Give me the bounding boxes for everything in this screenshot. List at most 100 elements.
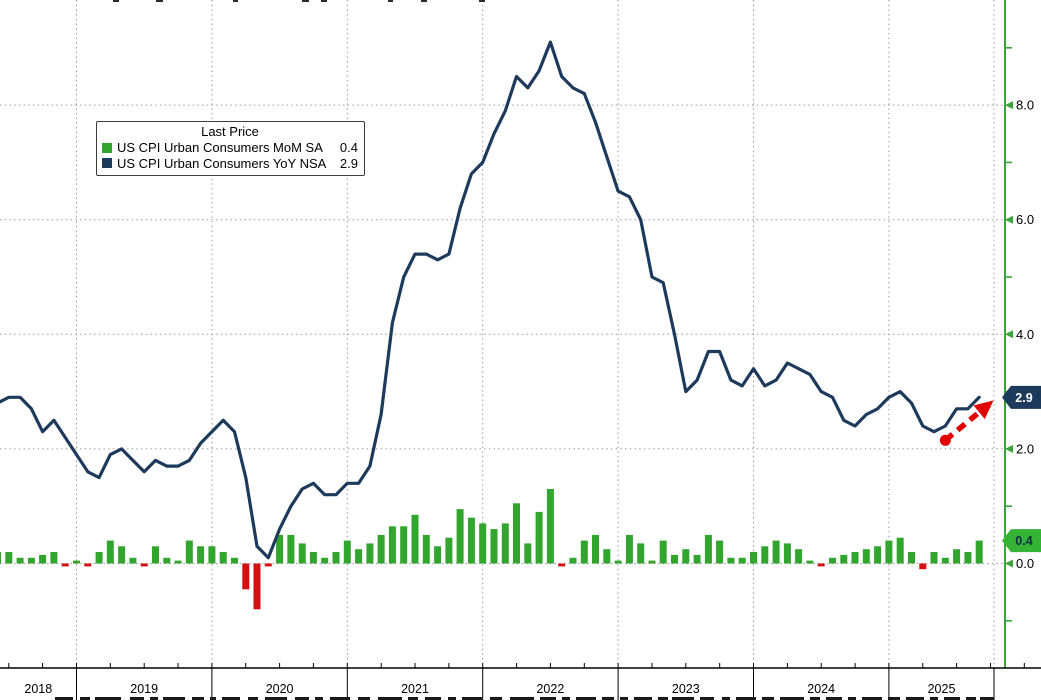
mom-bar [152, 546, 159, 564]
mom-bar [276, 534, 284, 564]
mom-bar [783, 543, 791, 564]
year-label: 2021 [401, 682, 429, 696]
cutoff-text-fragment [378, 697, 402, 700]
mom-bar [129, 557, 137, 564]
mom-bar [106, 540, 114, 564]
mom-bar [388, 526, 396, 564]
mom-bar [422, 534, 430, 564]
yoy-series-swatch-icon [102, 158, 112, 169]
y-major-tick-icon [1005, 330, 1013, 339]
yoy-series-label: US CPI Urban Consumers YoY NSA [117, 155, 327, 171]
mom-bar [919, 563, 927, 570]
cutoff-text-fragment [295, 697, 309, 700]
mom-series-last-price: 0.4 [339, 140, 358, 155]
series-layer [0, 40, 983, 610]
y-major-tick-icon [1005, 101, 1013, 110]
mom-bar [140, 563, 148, 567]
mom-bar [896, 537, 904, 564]
cutoff-text-fragment [156, 0, 163, 2]
price-badge-shape [1002, 385, 1041, 409]
mom-bar [727, 557, 735, 564]
legend: Last Price US CPI Urban Consumers MoM SA… [96, 121, 365, 176]
mom-bar [682, 549, 690, 564]
y-tick-label: 4.0 [1016, 327, 1034, 342]
mom-bar [930, 552, 938, 564]
mom-bar [501, 523, 509, 564]
price-badge-value: 2.9 [1015, 391, 1032, 405]
mom-bar [592, 534, 599, 564]
mom-bar [829, 557, 836, 564]
cutoff-text-fragment [358, 697, 370, 700]
mom-bar [298, 543, 306, 564]
mom-bar [637, 543, 645, 564]
mom-bar [456, 509, 464, 564]
mom-bar [197, 546, 205, 564]
cutoff-text-fragment [479, 0, 485, 2]
mom-bar [535, 511, 543, 564]
mom-bar [366, 543, 374, 564]
year-label: 2023 [672, 682, 700, 696]
mom-bar [953, 549, 961, 564]
cutoff-text-fragment [848, 697, 856, 700]
cutoff-text-fragment [113, 0, 119, 2]
cutoff-text-fragment [95, 697, 121, 700]
cutoff-text-fragment [163, 697, 185, 700]
mom-bar [5, 552, 13, 564]
cutoff-text-fragment [634, 697, 652, 700]
cutoff-text-fragment [248, 697, 258, 700]
mom-bar [885, 540, 893, 564]
cutoff-text-fragment [980, 697, 994, 700]
yoy-price-badge[interactable]: 2.9 [1002, 385, 1041, 409]
mom-bar [964, 552, 972, 564]
mom-bar [546, 489, 554, 564]
mom-bar [16, 557, 24, 564]
mom-bar [264, 563, 272, 567]
yoy-series-last-price: 2.9 [339, 155, 358, 171]
mom-bar [321, 557, 329, 564]
mom-bar [851, 552, 859, 564]
cutoff-text-fragment [55, 697, 73, 700]
mom-bar [716, 540, 724, 564]
cutoff-text-fragment [330, 697, 350, 700]
year-label: 2018 [24, 682, 52, 696]
legend-row-yoy[interactable]: US CPI Urban Consumers YoY NSA 2.9 [102, 156, 358, 172]
mom-bar [50, 552, 58, 564]
mom-bar [772, 540, 780, 564]
cutoff-text-fragment [448, 697, 456, 700]
mom-bar [309, 552, 317, 564]
mom-bar [355, 549, 363, 564]
cutoff-text-fragment [672, 697, 694, 700]
yoy-line [0, 40, 981, 560]
mom-bar [185, 540, 193, 564]
mom-series-swatch-icon [102, 142, 112, 153]
y-tick-label: 2.0 [1016, 441, 1034, 456]
cutoff-text-fragment [315, 697, 323, 700]
cutoff-text-fragment [888, 697, 900, 700]
mom-bar [0, 552, 1, 564]
mom-bar [411, 514, 419, 564]
cutoff-text-fragment [658, 697, 668, 700]
cutoff-text-fragment [722, 697, 730, 700]
cutoff-text-fragment [736, 697, 756, 700]
mom-bar [614, 560, 622, 564]
mom-bar [231, 557, 238, 564]
legend-row-mom[interactable]: US CPI Urban Consumers MoM SA 0.4 [102, 140, 358, 156]
cutoff-text-fragment [210, 697, 216, 700]
mom-bar [332, 552, 340, 564]
mom-bar [625, 534, 633, 564]
mom-bar [242, 563, 250, 590]
mom-bar [569, 557, 577, 564]
mom-bar [817, 563, 825, 567]
mom-bar [603, 549, 611, 564]
cutoff-text-fragment [826, 697, 842, 700]
cutoff-text-fragment [576, 697, 596, 700]
cutoff-text-fragment [862, 697, 882, 700]
mom-bar [874, 546, 882, 564]
mom-price-badge[interactable]: 0.4 [1002, 529, 1041, 553]
mom-bar [975, 540, 983, 564]
mom-bar [795, 549, 803, 564]
mom-bar [39, 554, 47, 564]
price-badge-shape [1002, 529, 1041, 553]
year-label: 2025 [928, 682, 956, 696]
